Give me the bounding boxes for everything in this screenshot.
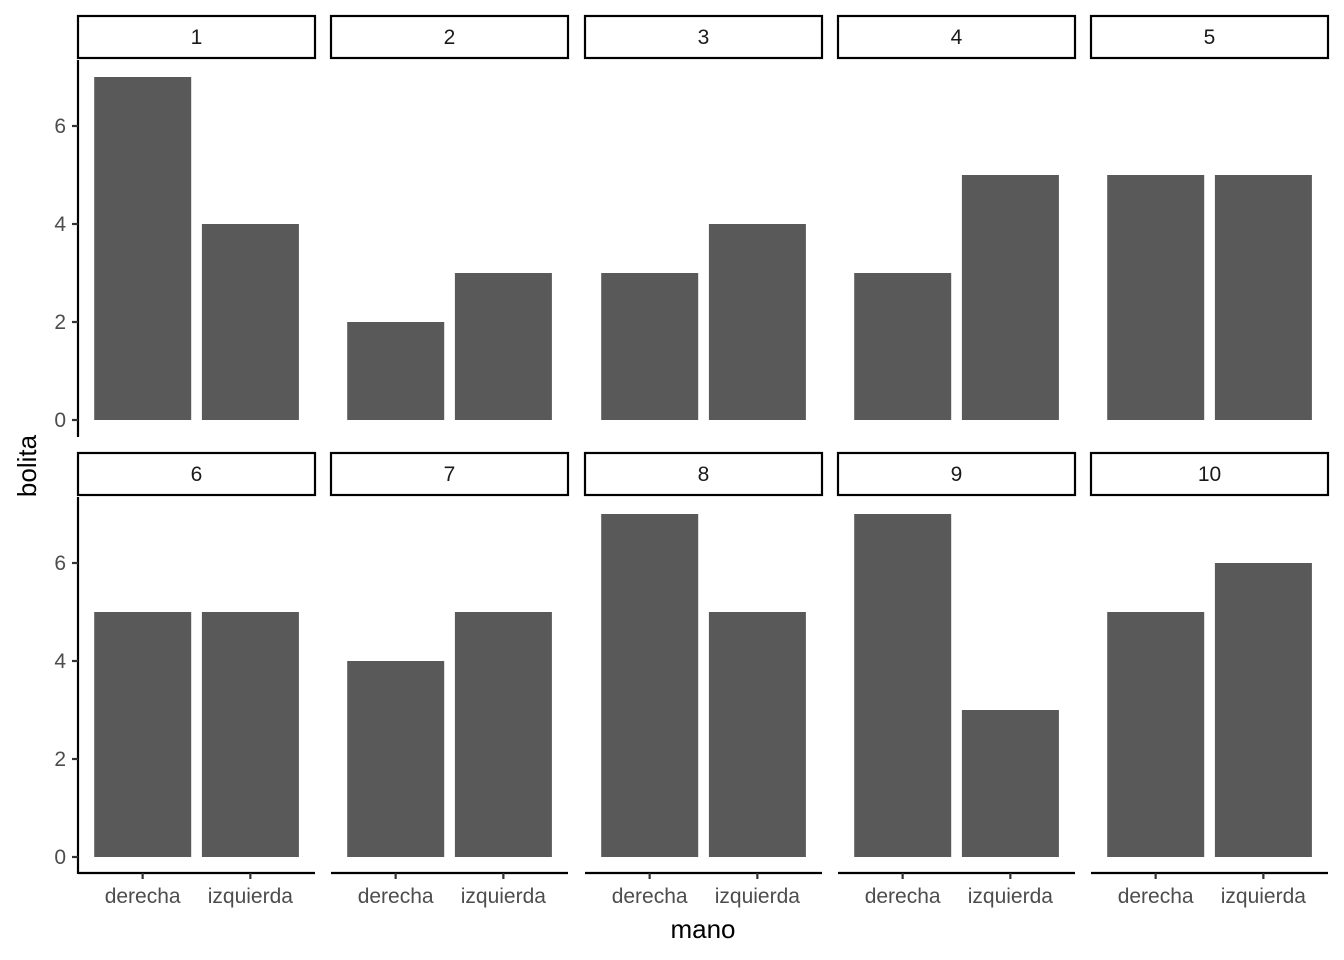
facet-panel-10: 10 derecha izquierda	[1089, 451, 1330, 908]
x-tick-label: izquierda	[1221, 885, 1307, 908]
facet-panel-9: 9 derecha izquierda	[836, 451, 1077, 908]
bar-izquierda	[1214, 175, 1312, 420]
facet-panel-6: 6 0 2 4 6 derecha izquierda	[54, 451, 317, 908]
y-tick-label: 0	[54, 409, 66, 432]
bar-izquierda	[201, 612, 299, 857]
bar-derecha	[347, 322, 445, 420]
bar-izquierda	[454, 273, 552, 420]
bar-derecha	[601, 514, 699, 857]
facet-panel-7: 7 derecha izquierda	[329, 451, 570, 908]
facet-panel-8: 8 derecha izquierda	[583, 451, 824, 908]
facet-panel-4: 4	[836, 14, 1077, 420]
facet-strip	[836, 451, 1077, 497]
facet-strip-label: 5	[1204, 26, 1216, 49]
facet-strip	[583, 451, 824, 497]
facet-strip	[329, 14, 570, 60]
facet-strip-label: 3	[698, 26, 710, 49]
facet-strip	[1089, 451, 1330, 497]
facet-strip	[76, 451, 317, 497]
x-tick-label: derecha	[105, 885, 181, 908]
facet-panel-5: 5	[1089, 14, 1330, 420]
facet-strip	[836, 14, 1077, 60]
bar-izquierda	[201, 224, 299, 420]
x-tick-label: derecha	[612, 885, 688, 908]
bar-derecha	[1107, 612, 1205, 857]
bar-izquierda	[708, 612, 806, 857]
bar-derecha	[601, 273, 699, 420]
x-tick-label: derecha	[358, 885, 434, 908]
y-tick-label: 4	[54, 650, 66, 673]
y-tick-label: 4	[54, 213, 66, 236]
facet-panel-1: 1 0 2 4 6	[54, 14, 317, 437]
x-tick-label: izquierda	[461, 885, 547, 908]
bar-derecha	[94, 77, 192, 420]
bar-derecha	[347, 661, 445, 857]
x-tick-label: izquierda	[715, 885, 801, 908]
bar-izquierda	[961, 710, 1059, 857]
facet-panel-3: 3	[583, 14, 824, 420]
facet-strip-label: 8	[698, 463, 710, 486]
facet-panel-2: 2	[329, 14, 570, 420]
x-tick-label: derecha	[865, 885, 941, 908]
facet-strip	[329, 451, 570, 497]
bar-izquierda	[454, 612, 552, 857]
bar-izquierda	[1214, 563, 1312, 857]
x-tick-label: izquierda	[208, 885, 294, 908]
y-tick-label: 6	[54, 552, 66, 575]
facet-strip-label: 4	[951, 26, 963, 49]
facet-strip-label: 2	[444, 26, 456, 49]
facet-strip	[583, 14, 824, 60]
bar-derecha	[854, 273, 952, 420]
y-axis-title: bolita	[12, 434, 42, 497]
bar-izquierda	[961, 175, 1059, 420]
facet-strip-label: 10	[1198, 463, 1221, 486]
bar-derecha	[1107, 175, 1205, 420]
x-tick-label: derecha	[1118, 885, 1194, 908]
bar-derecha	[94, 612, 192, 857]
facet-strip-label: 1	[191, 26, 203, 49]
facet-strip-label: 9	[951, 463, 963, 486]
y-tick-label: 2	[54, 311, 66, 334]
y-tick-label: 2	[54, 748, 66, 771]
facet-strip	[1089, 14, 1330, 60]
facet-strip-label: 7	[444, 463, 456, 486]
y-tick-label: 6	[54, 115, 66, 138]
facet-strip-label: 6	[191, 463, 203, 486]
x-tick-label: izquierda	[968, 885, 1054, 908]
x-axis-title: mano	[670, 914, 735, 944]
facet-strip	[76, 14, 317, 60]
bar-derecha	[854, 514, 952, 857]
y-tick-label: 0	[54, 846, 66, 869]
bar-izquierda	[708, 224, 806, 420]
